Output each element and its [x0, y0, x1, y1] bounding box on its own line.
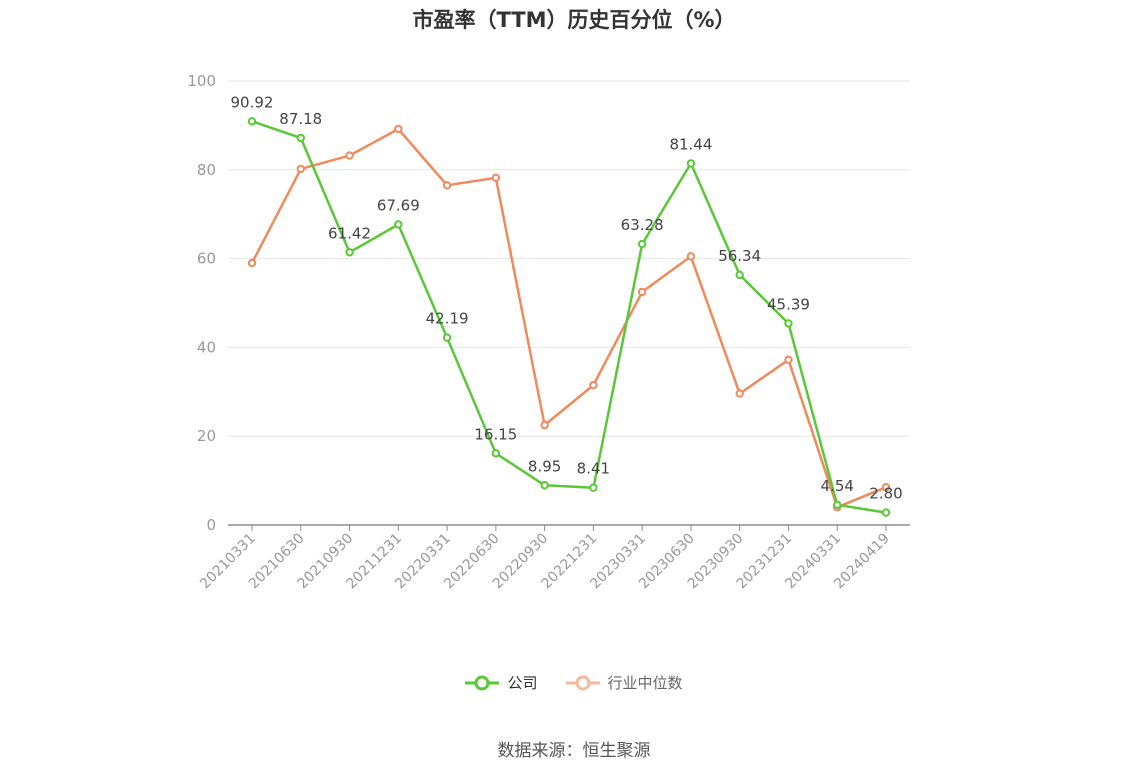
series-lines — [250, 120, 887, 514]
data-label-company: 61.42 — [328, 224, 371, 242]
data-point-company — [784, 319, 793, 328]
legend-swatch-company-icon — [465, 675, 500, 690]
y-tick-label: 40 — [197, 338, 216, 356]
series-line-company — [251, 120, 887, 514]
series-points — [247, 117, 891, 517]
y-tick-label: 80 — [197, 161, 216, 179]
data-point-company — [833, 500, 842, 510]
data-point-industry — [881, 483, 891, 492]
data-point-industry — [442, 181, 452, 190]
data-point-industry — [637, 287, 647, 297]
data-label-company: 2.80 — [869, 485, 902, 503]
legend-label-company: 公司 — [507, 674, 538, 692]
legend-item-industry[interactable]: 行业中位数 — [565, 672, 683, 693]
data-label-company: 16.15 — [474, 425, 517, 443]
data-point-company — [247, 117, 257, 126]
y-tick-label: 20 — [197, 427, 216, 445]
data-point-company — [540, 481, 549, 490]
data-label-company: 81.44 — [669, 135, 712, 153]
legend-item-company[interactable]: 公司 — [465, 672, 538, 693]
data-point-company — [637, 239, 647, 249]
data-point-company — [442, 333, 452, 342]
data-label-company: 67.69 — [377, 196, 420, 214]
data-labels: 90.92 87.18 61.42 67.69 42.19 16.15 8.95 8.41 63… — [231, 93, 903, 502]
data-point-industry — [345, 151, 354, 160]
data-point-company — [296, 133, 305, 143]
legend: 公司 行业中位数 — [0, 672, 1148, 693]
data-point-industry — [247, 258, 257, 268]
data-point-industry — [735, 389, 744, 398]
data-point-company — [491, 449, 501, 458]
data-source: 数据来源：恒生聚源 — [497, 741, 651, 761]
data-label-company: 4.54 — [821, 477, 854, 495]
data-point-company — [589, 483, 598, 492]
legend-label-industry: 行业中位数 — [607, 674, 683, 692]
data-point-company — [686, 159, 696, 168]
data-label-company: 8.41 — [577, 460, 610, 478]
data-point-industry — [394, 124, 403, 134]
data-point-industry — [296, 164, 305, 174]
data-point-industry — [784, 355, 793, 365]
series-line-industry — [250, 127, 887, 509]
data-point-industry — [491, 173, 501, 182]
y-tick-label: 60 — [197, 250, 216, 268]
grid-lines — [228, 80, 910, 437]
y-tick-label: 0 — [206, 516, 216, 534]
data-label-company: 90.92 — [231, 93, 274, 111]
y-axis: 0 20 40 60 80 100 — [187, 72, 216, 534]
data-label-company: 87.18 — [279, 110, 322, 128]
data-label-company: 63.28 — [621, 216, 664, 234]
data-point-industry — [540, 420, 549, 430]
y-tick-label: 100 — [187, 72, 216, 90]
data-point-industry — [589, 380, 598, 390]
data-point-company — [881, 508, 891, 517]
data-point-industry — [686, 252, 696, 261]
data-point-company — [394, 220, 403, 229]
data-label-company: 8.95 — [528, 457, 561, 475]
chart-title: 市盈率（TTM）历史百分位（%） — [412, 8, 736, 32]
x-axis: 2021033120210630202109302021123120220331… — [197, 524, 910, 592]
data-label-company: 42.19 — [426, 310, 469, 328]
legend-swatch-industry-icon — [565, 675, 600, 690]
data-point-company — [735, 270, 744, 280]
data-point-company — [345, 248, 354, 257]
data-label-company: 56.34 — [718, 247, 761, 265]
data-label-company: 45.39 — [767, 295, 810, 313]
